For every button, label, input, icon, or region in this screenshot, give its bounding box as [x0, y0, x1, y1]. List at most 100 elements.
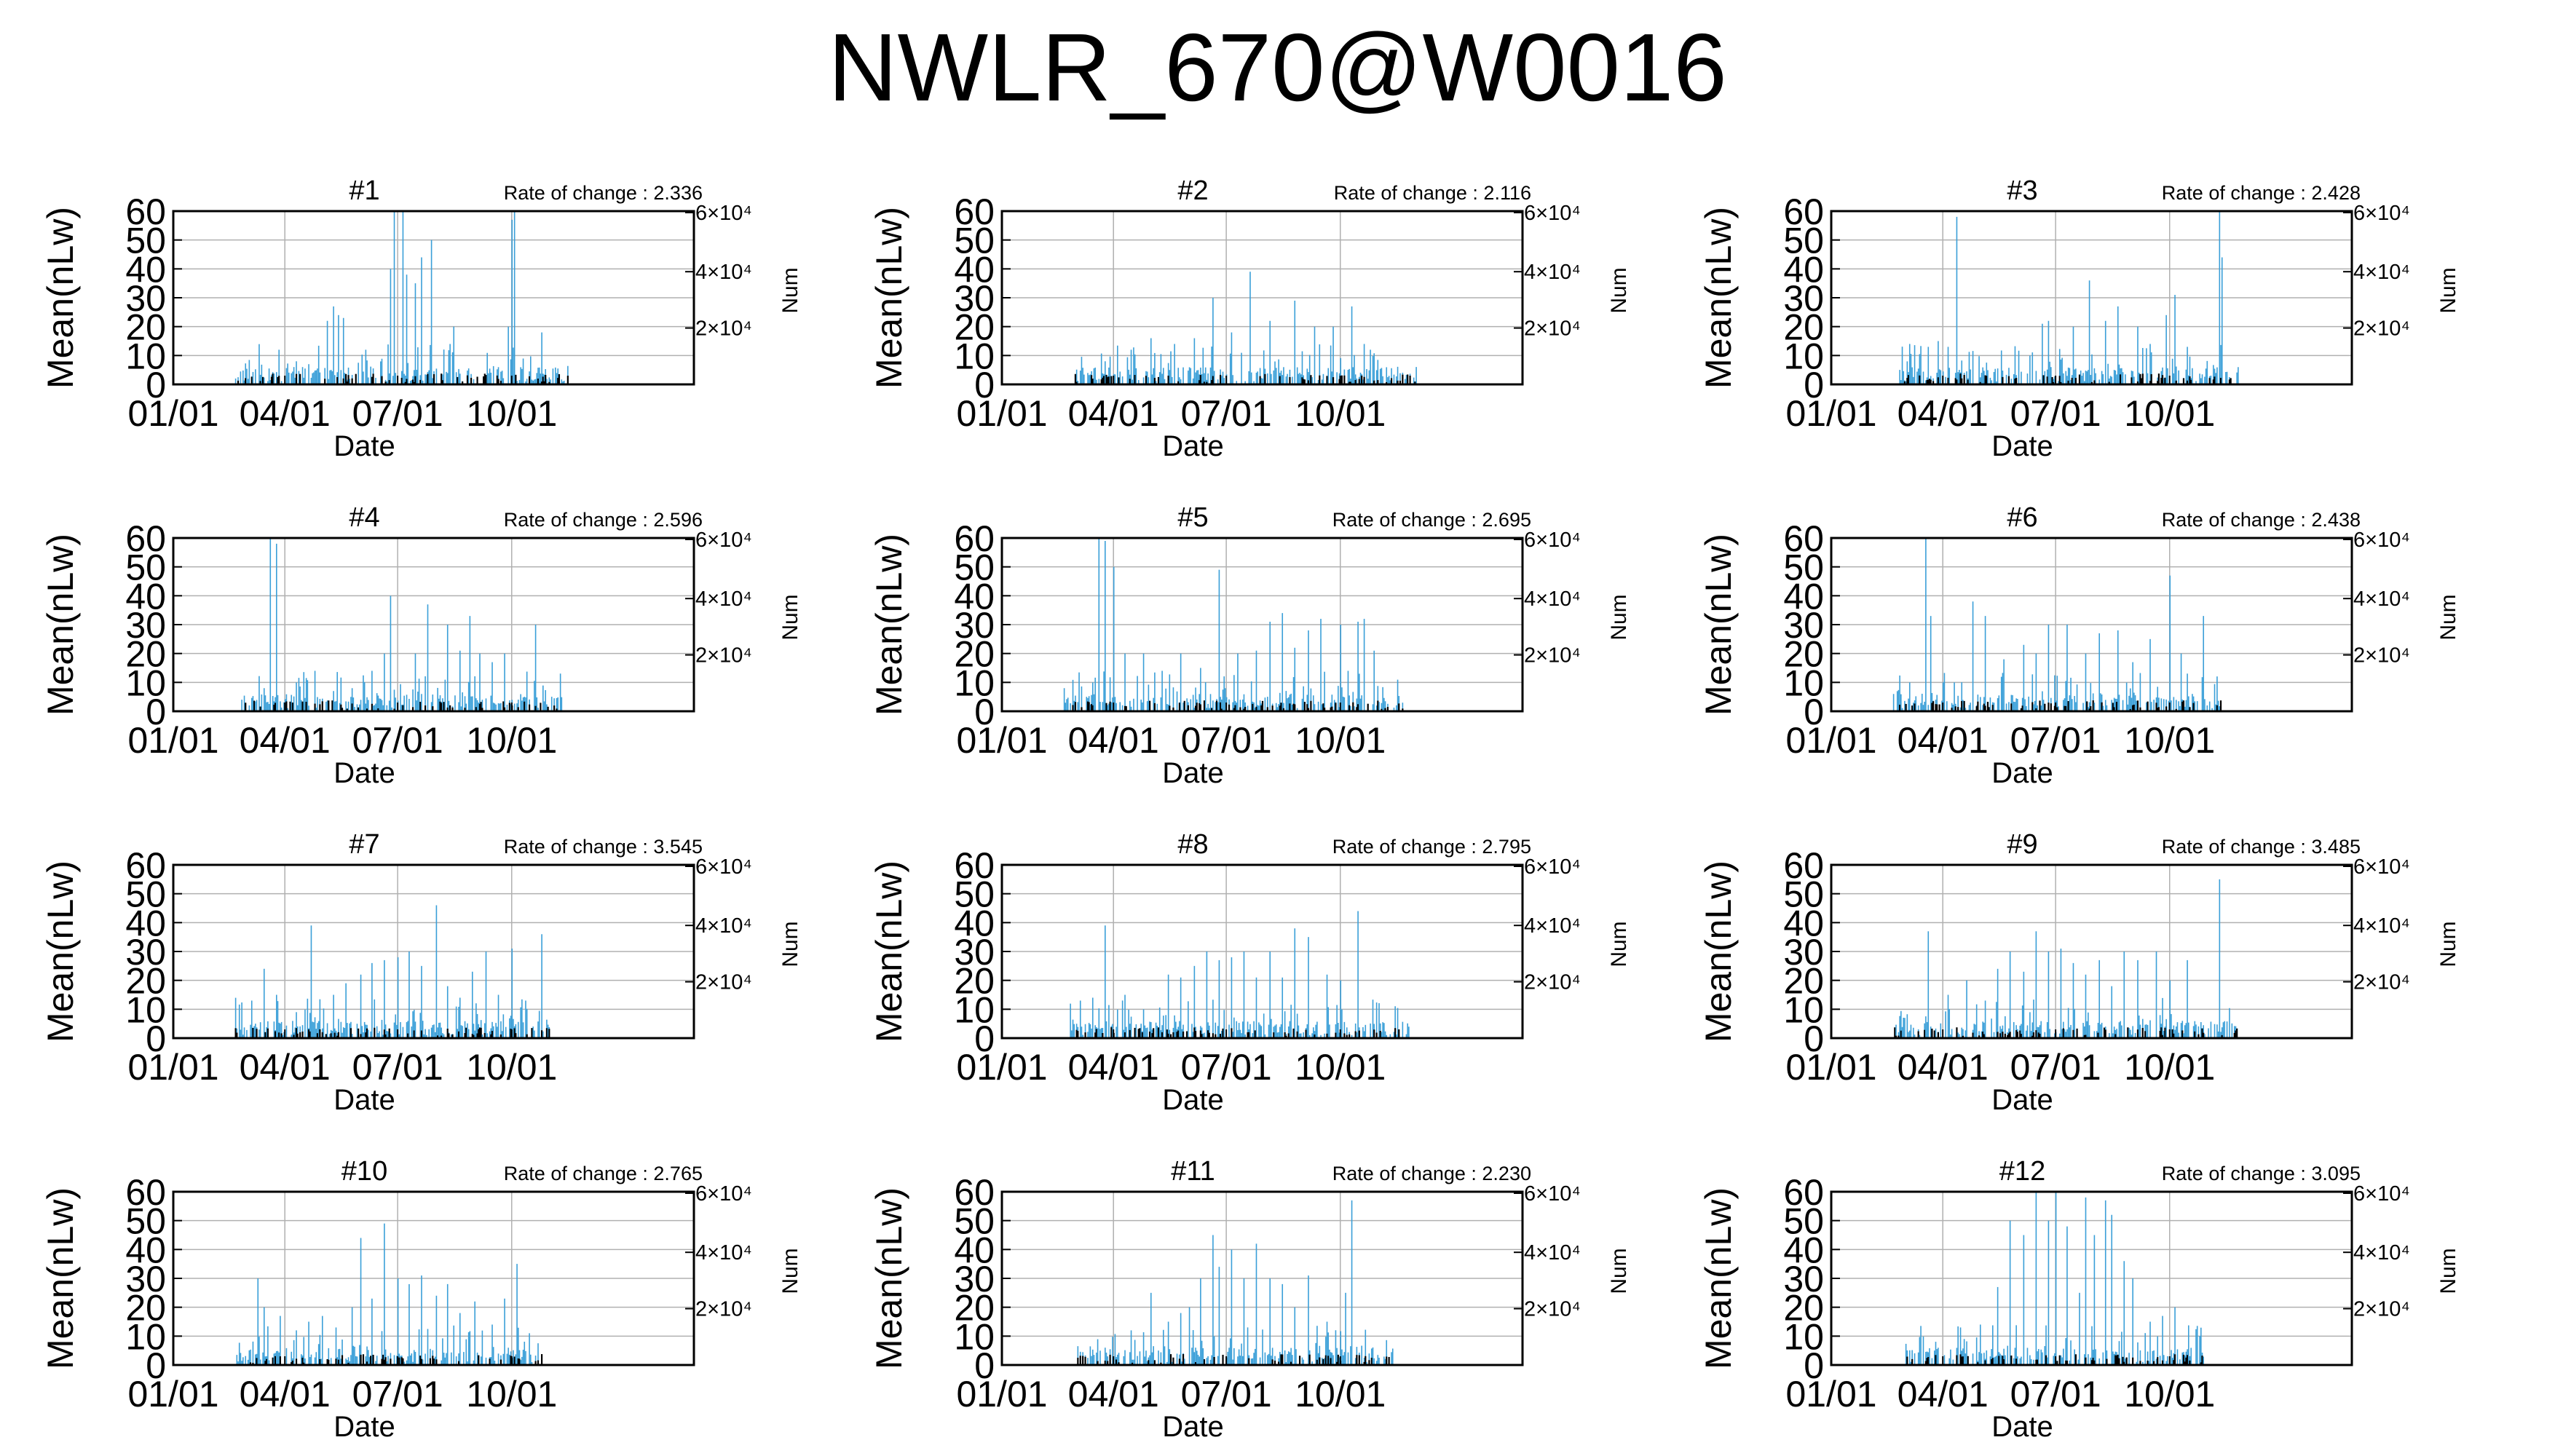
y-tick-label: 20	[954, 1288, 995, 1329]
panel-title: #12	[1999, 1156, 2045, 1187]
y2-tick-label: 6×10⁴	[1524, 855, 1581, 879]
figure-title: NWLR_670@W0016	[828, 14, 1727, 121]
panel-title: #4	[349, 502, 379, 533]
x-tick-label: 04/01	[1068, 1047, 1159, 1088]
x-tick-label: 10/01	[2124, 720, 2215, 761]
y-tick-label: 10	[1783, 989, 1824, 1030]
y-axis-label: Mean(nLw)	[869, 207, 909, 389]
y-tick-label: 50	[125, 221, 166, 261]
panel-title: #7	[349, 829, 379, 860]
panel-title: #10	[341, 1156, 387, 1187]
y-tick-label: 0	[146, 1018, 166, 1059]
x-tick-label: 07/01	[2010, 1374, 2101, 1415]
x-tick-label: 07/01	[2010, 393, 2101, 434]
y-tick-label: 20	[1783, 634, 1824, 675]
y-tick-label: 10	[1783, 336, 1824, 376]
panel-title: #8	[1177, 829, 1208, 860]
y-tick-label: 30	[125, 605, 166, 646]
x-tick-label: 01/01	[127, 393, 218, 434]
y2-tick-label: 2×10⁴	[2353, 317, 2410, 341]
panel-title: #3	[2007, 175, 2037, 206]
y-tick-label: 30	[954, 932, 995, 973]
x-tick-label: 10/01	[1295, 1047, 1386, 1088]
y2-tick-label: 6×10⁴	[695, 1182, 752, 1206]
x-tick-label: 07/01	[1181, 1374, 1272, 1415]
y-axis-label: Mean(nLw)	[1698, 207, 1739, 389]
x-tick-label: 07/01	[352, 720, 443, 761]
y-axis-label: Mean(nLw)	[40, 207, 81, 389]
y-tick-label: 40	[1783, 1230, 1824, 1270]
y-tick-label: 30	[1783, 278, 1824, 319]
y-tick-label: 0	[1804, 1018, 1824, 1059]
y-tick-label: 10	[954, 336, 995, 376]
rate-of-change-label: Rate of change : 2.438	[2162, 509, 2361, 531]
y-tick-label: 40	[125, 903, 166, 943]
rate-of-change-label: Rate of change : 2.116	[1334, 182, 1531, 204]
y-tick-label: 40	[125, 576, 166, 617]
y-tick-label: 60	[125, 1172, 166, 1213]
y-tick-label: 50	[1783, 1201, 1824, 1242]
x-tick-label: 07/01	[1181, 1047, 1272, 1088]
rate-of-change-label: Rate of change : 3.485	[2162, 836, 2361, 858]
x-tick-label: 01/01	[956, 720, 1047, 761]
y-tick-label: 0	[974, 692, 995, 732]
y2-axis-label: Num	[2436, 594, 2460, 640]
y2-tick-label: 6×10⁴	[695, 855, 752, 879]
y-tick-label: 60	[125, 191, 166, 232]
y2-axis-label: Num	[778, 1248, 802, 1294]
y2-axis-label: Num	[1607, 594, 1631, 640]
y2-tick-label: 4×10⁴	[2353, 587, 2410, 611]
y-axis-label: Mean(nLw)	[1698, 860, 1739, 1042]
y-tick-label: 0	[1804, 1345, 1824, 1386]
x-axis-label: Date	[1991, 757, 2053, 789]
y2-axis-label: Num	[778, 921, 802, 967]
y2-tick-label: 4×10⁴	[1524, 914, 1581, 938]
y-tick-label: 40	[954, 249, 995, 290]
rate-of-change-label: Rate of change : 3.095	[2162, 1163, 2361, 1184]
y2-tick-label: 4×10⁴	[695, 587, 752, 611]
y2-tick-label: 6×10⁴	[2353, 202, 2410, 225]
panel-title: #9	[2007, 829, 2037, 860]
y-tick-label: 0	[974, 365, 995, 405]
y-axis-label: Mean(nLw)	[869, 860, 909, 1042]
y-tick-label: 50	[1783, 874, 1824, 915]
y-tick-label: 20	[954, 634, 995, 675]
y-tick-label: 60	[954, 191, 995, 232]
y-tick-label: 40	[125, 249, 166, 290]
y-tick-label: 30	[954, 278, 995, 319]
y-tick-label: 30	[1783, 932, 1824, 973]
y2-tick-label: 4×10⁴	[1524, 587, 1581, 611]
x-tick-label: 04/01	[1898, 1047, 1989, 1088]
y-tick-label: 0	[974, 1018, 995, 1059]
y-tick-label: 50	[954, 1201, 995, 1242]
y-tick-label: 20	[1783, 961, 1824, 1002]
rate-of-change-label: Rate of change : 2.765	[504, 1163, 703, 1184]
y-tick-label: 20	[954, 961, 995, 1002]
y2-axis-label: Num	[778, 594, 802, 640]
rate-of-change-label: Rate of change : 2.695	[1332, 509, 1531, 531]
y-axis-label: Mean(nLw)	[40, 860, 81, 1042]
x-tick-label: 04/01	[240, 1047, 331, 1088]
y-tick-label: 30	[954, 1259, 995, 1299]
x-tick-label: 01/01	[956, 393, 1047, 434]
y2-tick-label: 2×10⁴	[695, 971, 752, 994]
y-tick-label: 10	[954, 662, 995, 703]
y-tick-label: 50	[954, 874, 995, 915]
x-tick-label: 10/01	[2124, 1047, 2215, 1088]
y-tick-label: 50	[125, 874, 166, 915]
y-axis-label: Mean(nLw)	[869, 1187, 909, 1369]
x-tick-label: 01/01	[1785, 1047, 1876, 1088]
y-axis-label: Mean(nLw)	[40, 1187, 81, 1369]
y2-tick-label: 6×10⁴	[2353, 1182, 2410, 1206]
y2-tick-label: 6×10⁴	[695, 202, 752, 225]
y-tick-label: 30	[1783, 1259, 1824, 1299]
y-tick-label: 40	[1783, 576, 1824, 617]
y-tick-label: 0	[146, 365, 166, 405]
x-tick-label: 10/01	[1295, 1374, 1386, 1415]
x-tick-label: 10/01	[2124, 1374, 2215, 1415]
x-tick-label: 07/01	[1181, 720, 1272, 761]
x-tick-label: 04/01	[1068, 393, 1159, 434]
